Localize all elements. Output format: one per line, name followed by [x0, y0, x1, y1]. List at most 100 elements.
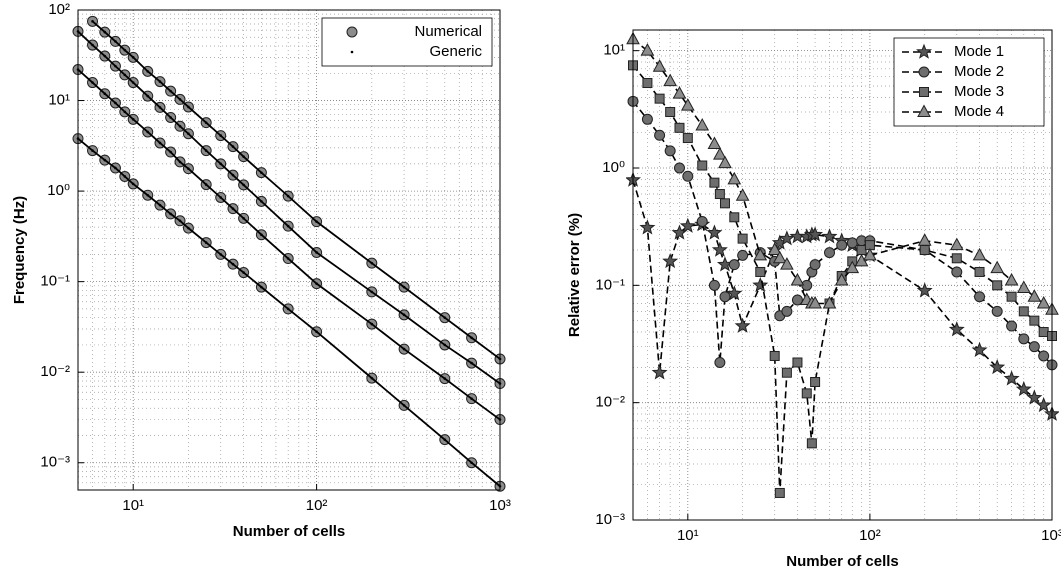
marker: [801, 388, 812, 399]
marker: [402, 347, 406, 351]
marker: [158, 203, 162, 207]
marker: [158, 106, 162, 109]
legend-label: Mode 1: [954, 43, 1004, 60]
marker: [242, 217, 245, 220]
marker: [315, 330, 318, 334]
y-tick-label: 10⁻²: [595, 394, 625, 411]
legend-marker: [350, 50, 354, 54]
marker: [1035, 396, 1052, 413]
marker: [178, 124, 182, 128]
x-tick-label: 10³: [489, 497, 511, 514]
marker: [663, 73, 678, 87]
marker: [286, 257, 290, 260]
marker: [1026, 389, 1043, 405]
marker: [187, 167, 190, 170]
marker: [204, 183, 208, 186]
marker: [158, 141, 162, 145]
marker: [315, 251, 318, 254]
x-axis-label: Number of cells: [233, 523, 346, 540]
marker: [1018, 306, 1029, 317]
y-tick-label: 10⁰: [602, 159, 625, 176]
x-tick-label: 10²: [859, 527, 881, 544]
marker: [806, 438, 817, 449]
marker: [714, 189, 725, 200]
marker: [709, 177, 720, 188]
y-tick-label: 10⁻¹: [40, 273, 70, 290]
marker: [718, 155, 732, 169]
marker: [470, 461, 473, 465]
marker: [846, 237, 858, 249]
marker: [178, 219, 182, 223]
marker: [178, 98, 182, 101]
marker: [260, 171, 263, 174]
marker: [123, 110, 127, 114]
marker: [470, 336, 473, 340]
marker: [91, 81, 94, 84]
legend-marker: [346, 26, 358, 38]
marker: [242, 155, 245, 158]
legend-marker: [918, 66, 930, 78]
series-line: [632, 38, 1053, 311]
marker: [697, 160, 708, 171]
marker: [103, 92, 107, 96]
legend-label: Mode 3: [954, 83, 1004, 100]
y-tick-label: 10⁻³: [595, 511, 625, 528]
marker: [845, 260, 860, 274]
marker: [114, 166, 117, 170]
marker: [729, 212, 740, 223]
marker: [146, 94, 150, 98]
marker: [443, 343, 447, 347]
legend-marker: [919, 87, 929, 97]
marker: [824, 247, 836, 259]
marker: [219, 196, 223, 199]
marker: [402, 285, 406, 289]
marker: [680, 98, 695, 111]
marker: [810, 377, 821, 388]
marker: [836, 239, 848, 251]
marker: [790, 272, 805, 286]
marker: [719, 198, 730, 209]
marker: [662, 252, 679, 269]
marker: [231, 207, 235, 210]
marker: [951, 253, 962, 264]
legend-marker: [917, 104, 931, 117]
marker: [665, 107, 676, 118]
marker: [951, 266, 963, 278]
marker: [219, 253, 223, 256]
x-axis-label: Number of cells: [786, 553, 899, 570]
marker: [916, 282, 933, 298]
marker: [719, 291, 731, 303]
marker: [822, 295, 837, 309]
marker: [1027, 289, 1042, 302]
marker: [123, 73, 127, 77]
marker: [443, 377, 447, 380]
marker: [672, 86, 687, 99]
marker: [131, 56, 135, 59]
series-line: [91, 20, 501, 360]
series-layer: [72, 15, 506, 492]
marker: [219, 162, 223, 166]
marker: [673, 162, 685, 174]
marker: [640, 43, 655, 56]
marker: [1038, 327, 1049, 338]
marker: [1036, 295, 1051, 309]
legend-label: Mode 2: [954, 63, 1004, 80]
marker: [260, 285, 263, 289]
marker: [370, 261, 374, 265]
marker: [682, 170, 694, 182]
x-tick-label: 10¹: [677, 527, 699, 544]
marker: [370, 376, 374, 380]
y-axis-label: Frequency (Hz): [11, 196, 28, 304]
marker: [260, 233, 263, 236]
marker: [169, 116, 172, 119]
marker: [146, 193, 150, 197]
marker: [971, 341, 988, 357]
marker: [169, 89, 172, 93]
marker: [131, 182, 135, 186]
marker: [821, 228, 838, 244]
marker: [370, 322, 374, 326]
marker: [231, 262, 235, 266]
marker: [772, 250, 787, 264]
marker: [146, 70, 150, 73]
